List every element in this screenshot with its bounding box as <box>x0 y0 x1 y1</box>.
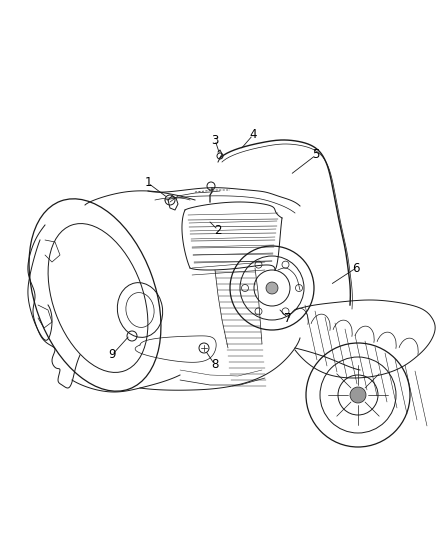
Circle shape <box>350 387 366 403</box>
Text: 8: 8 <box>211 359 219 372</box>
Text: 9: 9 <box>108 349 116 361</box>
Text: 3: 3 <box>211 133 219 147</box>
Text: 1: 1 <box>144 176 152 190</box>
Text: 2: 2 <box>214 223 222 237</box>
Text: 7: 7 <box>284 311 292 325</box>
Text: 4: 4 <box>249 128 257 141</box>
Text: 5: 5 <box>312 149 320 161</box>
Circle shape <box>266 282 278 294</box>
Text: 6: 6 <box>352 262 360 274</box>
